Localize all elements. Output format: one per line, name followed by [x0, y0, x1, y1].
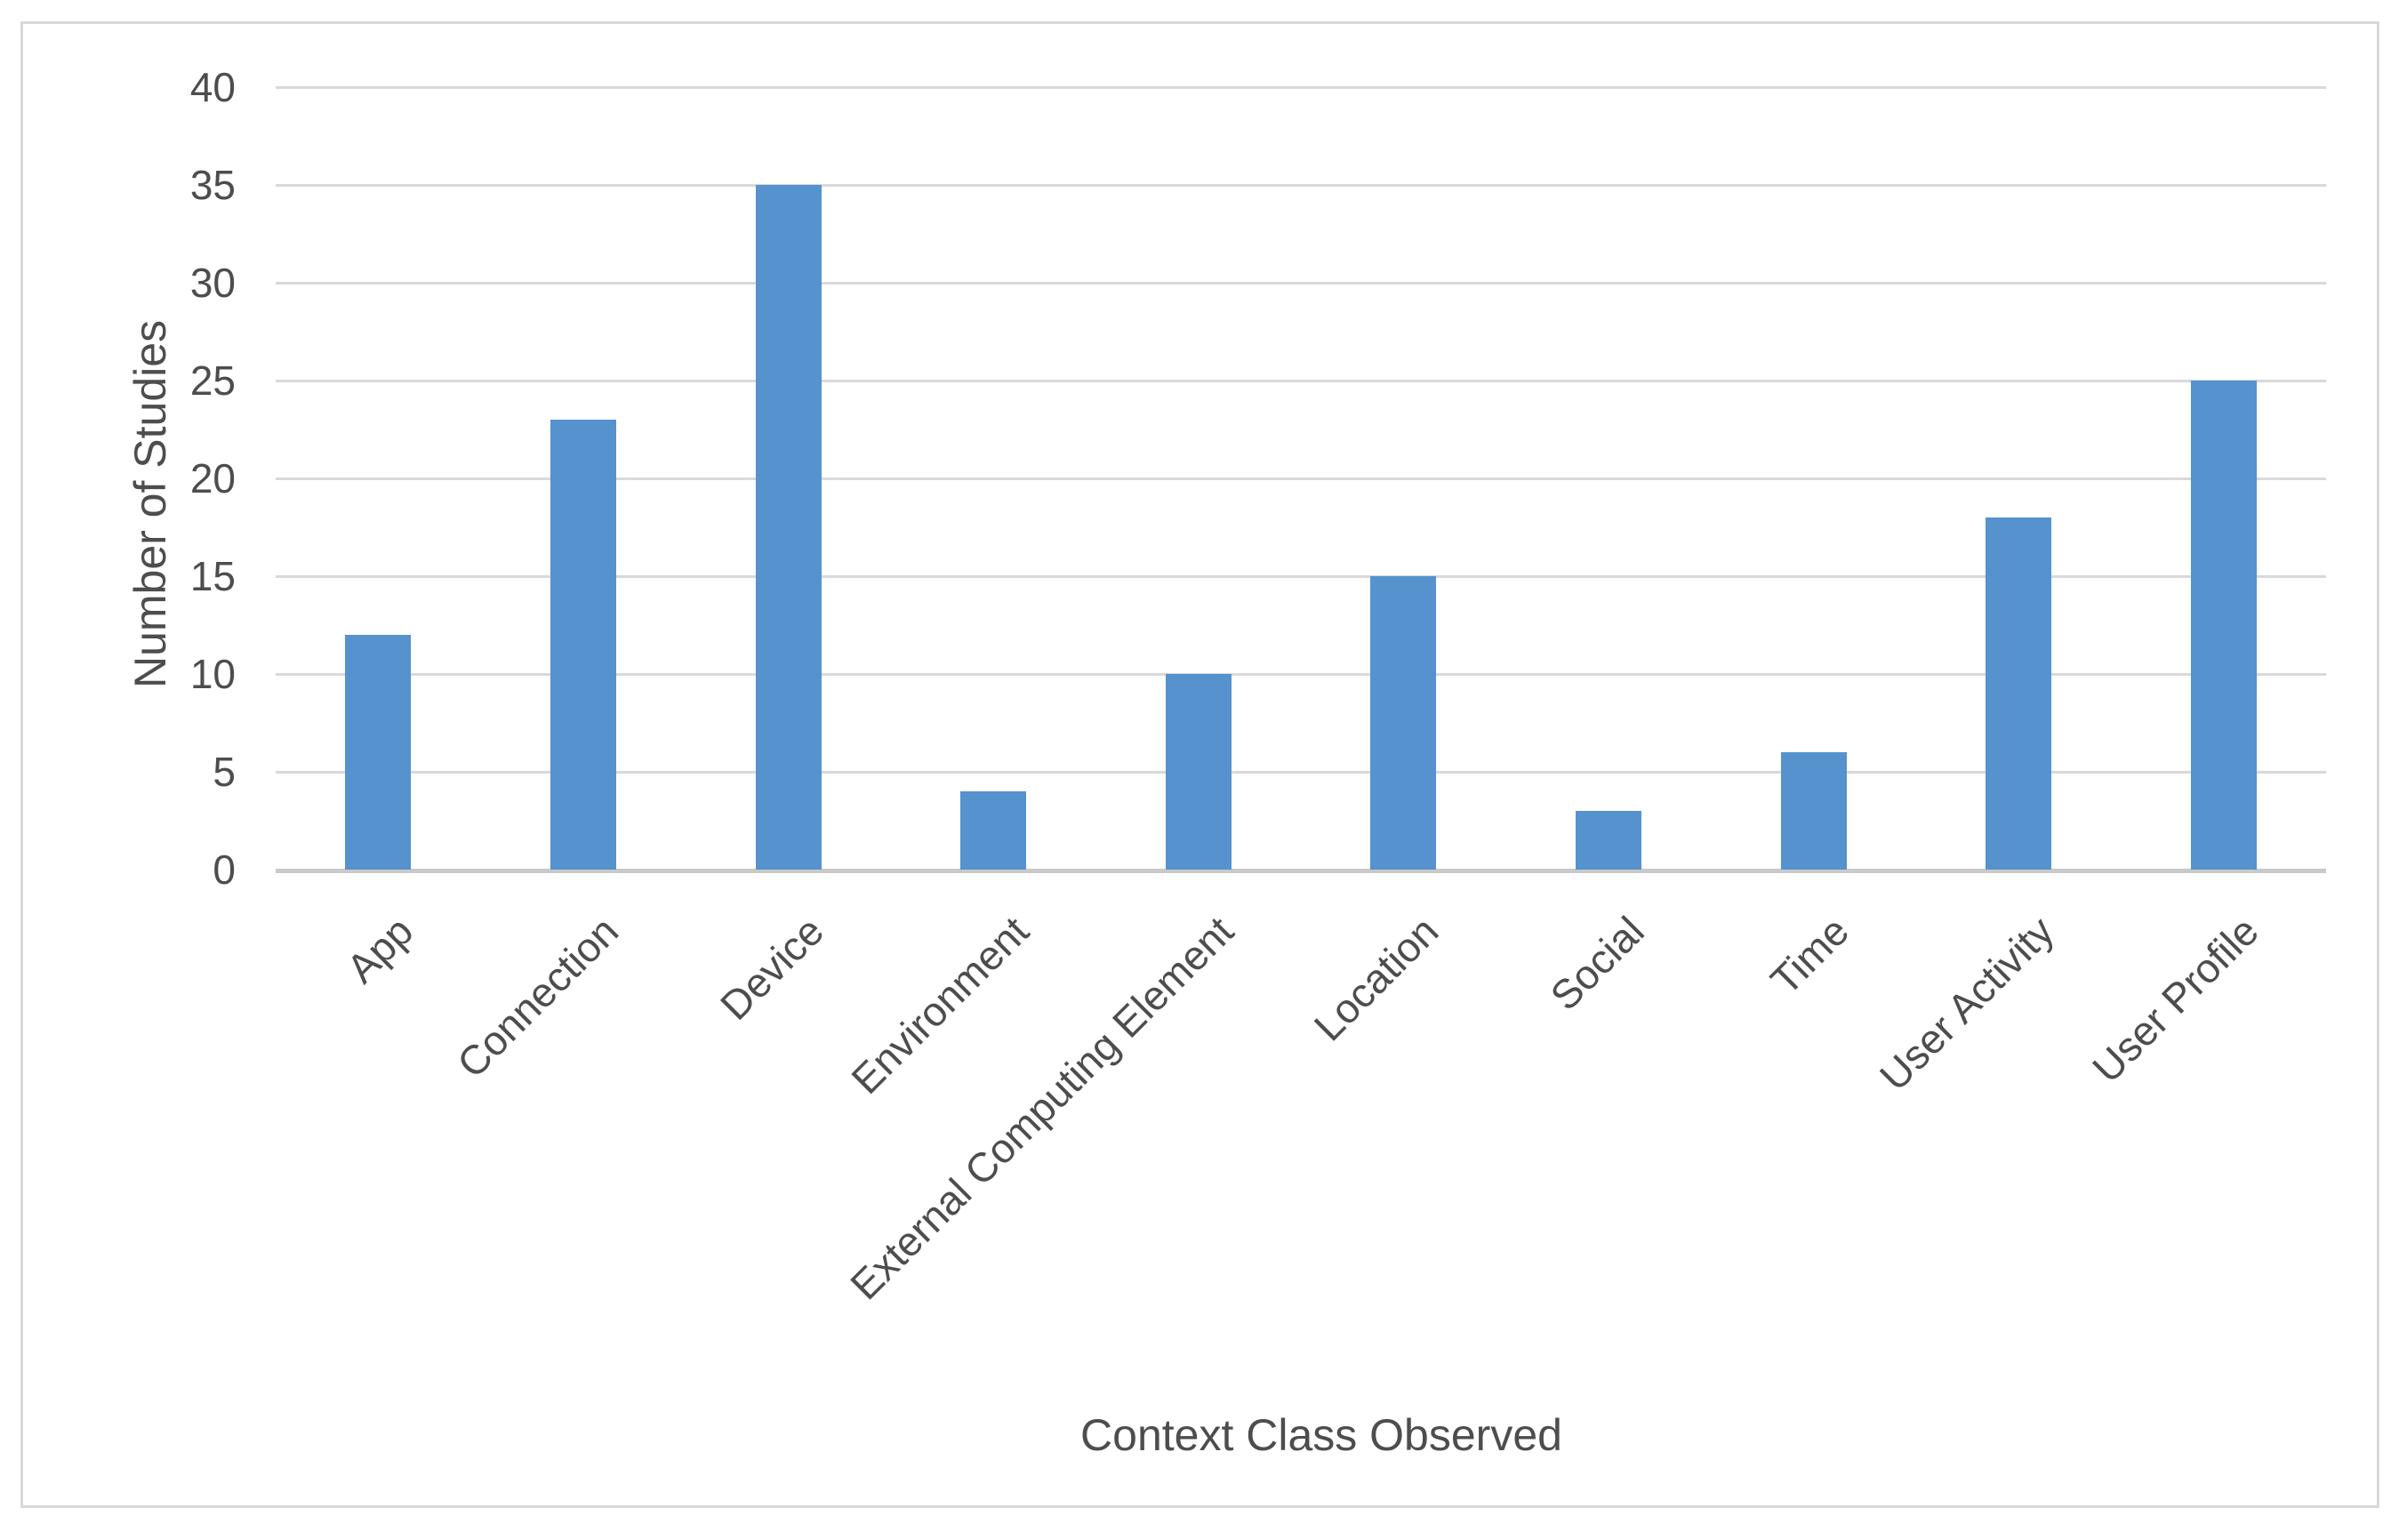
- gridline-y-40: [276, 86, 2326, 89]
- y-tick-label-40: 40: [189, 64, 236, 110]
- y-tick-label-15: 15: [189, 553, 236, 599]
- gridline-y-15: [276, 575, 2326, 578]
- x-tick-label-external-computing-element: External Computing Element: [841, 907, 1243, 1309]
- x-tick-label-device: Device: [710, 907, 832, 1029]
- gridline-y-10: [276, 673, 2326, 676]
- gridline-y-20: [276, 477, 2326, 480]
- x-axis-baseline: [276, 869, 2326, 873]
- x-tick-label-user-activity: User Activity: [1870, 907, 2063, 1100]
- y-tick-label-10: 10: [189, 651, 236, 697]
- y-tick-label-35: 35: [189, 162, 236, 208]
- bar-connection: [550, 420, 616, 870]
- bar-user-activity: [1986, 517, 2052, 870]
- y-axis-title: Number of Studies: [125, 319, 175, 689]
- gridline-y-30: [276, 282, 2326, 285]
- bar-app: [345, 635, 412, 870]
- x-tick-label-social: Social: [1541, 907, 1653, 1020]
- y-tick-label-20: 20: [189, 455, 236, 501]
- x-tick-label-user-profile: User Profile: [2083, 907, 2268, 1092]
- x-axis-title: Context Class Observed: [1080, 1410, 1562, 1460]
- x-tick-label-environment: Environment: [842, 907, 1038, 1103]
- x-tick-label-app: App: [338, 907, 422, 992]
- bar-location: [1370, 576, 1437, 870]
- bar-social: [1575, 811, 1641, 870]
- y-tick-label-25: 25: [189, 357, 236, 404]
- y-tick-label-0: 0: [213, 846, 236, 893]
- y-tick-label-5: 5: [213, 749, 236, 795]
- x-tick-label-connection: Connection: [448, 907, 628, 1087]
- bar-environment: [960, 791, 1027, 870]
- gridline-y-25: [276, 380, 2326, 382]
- bar-user-profile: [2190, 381, 2257, 870]
- bar-device: [755, 185, 822, 870]
- gridline-y-5: [276, 771, 2326, 774]
- chart-frame: 0 5 10 15 20 25 30 35 40 App Connection Device Envi…: [20, 21, 2379, 1508]
- x-tick-label-location: Location: [1305, 907, 1448, 1050]
- gridline-y-35: [276, 184, 2326, 187]
- x-tick-label-time: Time: [1761, 907, 1857, 1004]
- bar-time: [1780, 752, 1847, 870]
- bar-external-computing-element: [1165, 674, 1232, 870]
- y-tick-label-30: 30: [189, 260, 236, 306]
